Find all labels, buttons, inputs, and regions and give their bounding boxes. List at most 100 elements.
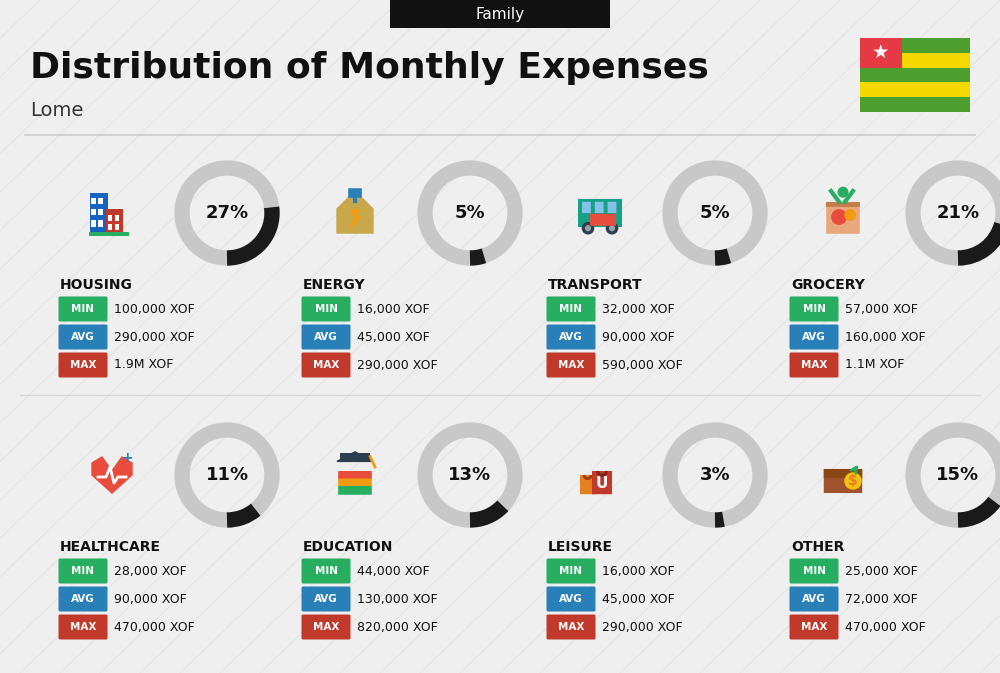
- FancyBboxPatch shape: [106, 209, 123, 233]
- Text: 820,000 XOF: 820,000 XOF: [357, 621, 438, 633]
- Text: 45,000 XOF: 45,000 XOF: [357, 330, 430, 343]
- FancyBboxPatch shape: [58, 614, 108, 639]
- FancyBboxPatch shape: [58, 559, 108, 583]
- Text: MIN: MIN: [72, 566, 94, 576]
- Text: 130,000 XOF: 130,000 XOF: [357, 592, 438, 606]
- FancyBboxPatch shape: [58, 297, 108, 322]
- Text: MIN: MIN: [314, 566, 338, 576]
- FancyBboxPatch shape: [546, 559, 596, 583]
- Text: MIN: MIN: [560, 566, 582, 576]
- Circle shape: [586, 226, 590, 231]
- FancyBboxPatch shape: [338, 486, 372, 495]
- Text: MAX: MAX: [558, 622, 584, 632]
- FancyBboxPatch shape: [590, 214, 616, 226]
- Text: MIN: MIN: [72, 304, 94, 314]
- FancyBboxPatch shape: [824, 469, 862, 478]
- Text: OTHER: OTHER: [791, 540, 844, 554]
- Text: MAX: MAX: [801, 360, 827, 370]
- Text: 1.1M XOF: 1.1M XOF: [845, 359, 904, 371]
- FancyBboxPatch shape: [108, 224, 112, 229]
- Text: MAX: MAX: [70, 360, 96, 370]
- FancyBboxPatch shape: [338, 471, 372, 480]
- Text: 16,000 XOF: 16,000 XOF: [357, 302, 430, 316]
- Circle shape: [832, 210, 846, 224]
- Text: MIN: MIN: [560, 304, 582, 314]
- Text: Lome: Lome: [30, 100, 83, 120]
- Circle shape: [845, 473, 861, 489]
- FancyBboxPatch shape: [860, 52, 970, 67]
- Circle shape: [582, 223, 594, 234]
- Text: $: $: [848, 474, 858, 488]
- Text: AVG: AVG: [314, 594, 338, 604]
- Circle shape: [838, 187, 848, 197]
- Text: ★: ★: [872, 43, 890, 63]
- Text: AVG: AVG: [559, 594, 583, 604]
- Text: Distribution of Monthly Expenses: Distribution of Monthly Expenses: [30, 51, 709, 85]
- FancyBboxPatch shape: [390, 0, 610, 28]
- FancyBboxPatch shape: [608, 202, 616, 213]
- Text: TRANSPORT: TRANSPORT: [548, 278, 643, 292]
- Polygon shape: [92, 457, 132, 493]
- Text: 290,000 XOF: 290,000 XOF: [357, 359, 438, 371]
- Text: AVG: AVG: [802, 594, 826, 604]
- Text: HEALTHCARE: HEALTHCARE: [60, 540, 161, 554]
- FancyBboxPatch shape: [790, 324, 838, 349]
- FancyBboxPatch shape: [790, 614, 838, 639]
- FancyBboxPatch shape: [546, 324, 596, 349]
- Text: 100,000 XOF: 100,000 XOF: [114, 302, 195, 316]
- Text: 25,000 XOF: 25,000 XOF: [845, 565, 918, 577]
- FancyBboxPatch shape: [98, 198, 103, 204]
- Text: AVG: AVG: [559, 332, 583, 342]
- Polygon shape: [350, 210, 361, 227]
- FancyBboxPatch shape: [582, 202, 591, 213]
- Circle shape: [606, 223, 618, 234]
- FancyBboxPatch shape: [860, 67, 970, 82]
- Circle shape: [610, 226, 614, 231]
- FancyBboxPatch shape: [578, 199, 622, 227]
- Text: 290,000 XOF: 290,000 XOF: [114, 330, 195, 343]
- Text: 470,000 XOF: 470,000 XOF: [114, 621, 195, 633]
- FancyBboxPatch shape: [860, 97, 970, 112]
- FancyBboxPatch shape: [58, 324, 108, 349]
- Text: 57,000 XOF: 57,000 XOF: [845, 302, 918, 316]
- FancyBboxPatch shape: [546, 586, 596, 612]
- FancyBboxPatch shape: [98, 220, 103, 227]
- Text: MAX: MAX: [558, 360, 584, 370]
- Text: MIN: MIN: [802, 566, 826, 576]
- FancyBboxPatch shape: [790, 559, 838, 583]
- Text: MAX: MAX: [313, 622, 339, 632]
- Text: LEISURE: LEISURE: [548, 540, 613, 554]
- Text: MAX: MAX: [801, 622, 827, 632]
- Text: GROCERY: GROCERY: [791, 278, 865, 292]
- FancyBboxPatch shape: [546, 297, 596, 322]
- Text: MIN: MIN: [802, 304, 826, 314]
- Text: 28,000 XOF: 28,000 XOF: [114, 565, 187, 577]
- Text: 5%: 5%: [455, 204, 485, 222]
- Circle shape: [352, 454, 358, 460]
- Text: AVG: AVG: [314, 332, 338, 342]
- FancyBboxPatch shape: [546, 614, 596, 639]
- Text: 27%: 27%: [205, 204, 249, 222]
- Text: 90,000 XOF: 90,000 XOF: [602, 330, 675, 343]
- Text: ENERGY: ENERGY: [303, 278, 366, 292]
- FancyBboxPatch shape: [91, 198, 96, 204]
- Text: AVG: AVG: [71, 594, 95, 604]
- FancyBboxPatch shape: [340, 453, 370, 462]
- Text: 290,000 XOF: 290,000 XOF: [602, 621, 683, 633]
- Text: 21%: 21%: [936, 204, 980, 222]
- FancyBboxPatch shape: [302, 586, 351, 612]
- Text: AVG: AVG: [71, 332, 95, 342]
- FancyBboxPatch shape: [595, 202, 604, 213]
- FancyBboxPatch shape: [58, 353, 108, 378]
- Text: 32,000 XOF: 32,000 XOF: [602, 302, 675, 316]
- FancyBboxPatch shape: [98, 209, 103, 215]
- FancyBboxPatch shape: [592, 471, 612, 494]
- Text: 5%: 5%: [700, 204, 730, 222]
- Text: U: U: [596, 476, 608, 491]
- Polygon shape: [337, 452, 373, 462]
- FancyBboxPatch shape: [860, 38, 902, 67]
- Text: 590,000 XOF: 590,000 XOF: [602, 359, 683, 371]
- Text: 470,000 XOF: 470,000 XOF: [845, 621, 926, 633]
- Text: AVG: AVG: [802, 332, 826, 342]
- FancyBboxPatch shape: [302, 297, 351, 322]
